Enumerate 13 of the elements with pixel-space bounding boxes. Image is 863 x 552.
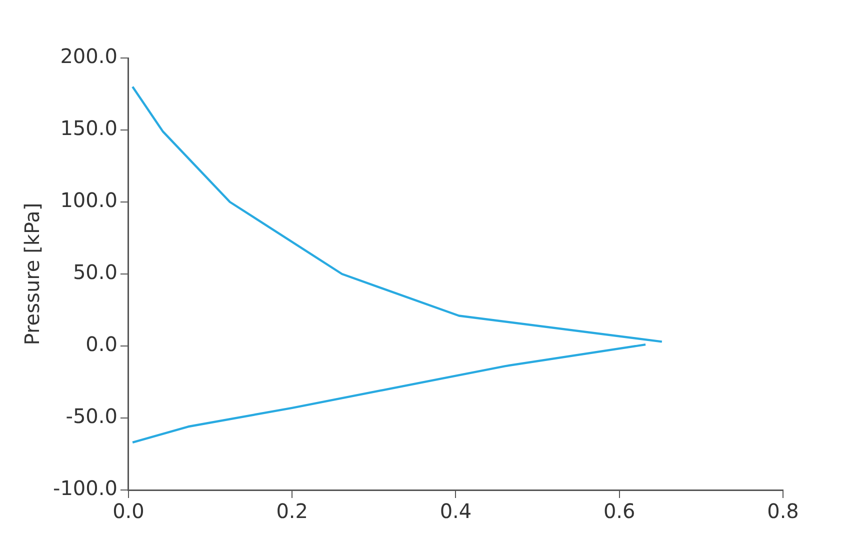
y-tick-label: 100.0 [60,188,118,212]
x-tick-label: 0.0 [112,499,144,524]
y-tick-label: -100.0 [52,476,118,500]
y-axis-title: Pressure [kPa] [20,202,44,346]
x-tick-label: 0.8 [767,499,799,524]
y-tick-label: 50.0 [72,260,118,284]
x-tick-label: 0.2 [276,499,308,524]
y-tick-label: -50.0 [66,404,118,428]
x-tick-label: 0.6 [603,499,636,524]
x-tick-label: 0.4 [440,499,472,524]
y-tick-label: 150.0 [60,116,118,140]
y-tick-label: 0.0 [86,332,118,356]
y-tick-label: 200.0 [60,44,118,68]
